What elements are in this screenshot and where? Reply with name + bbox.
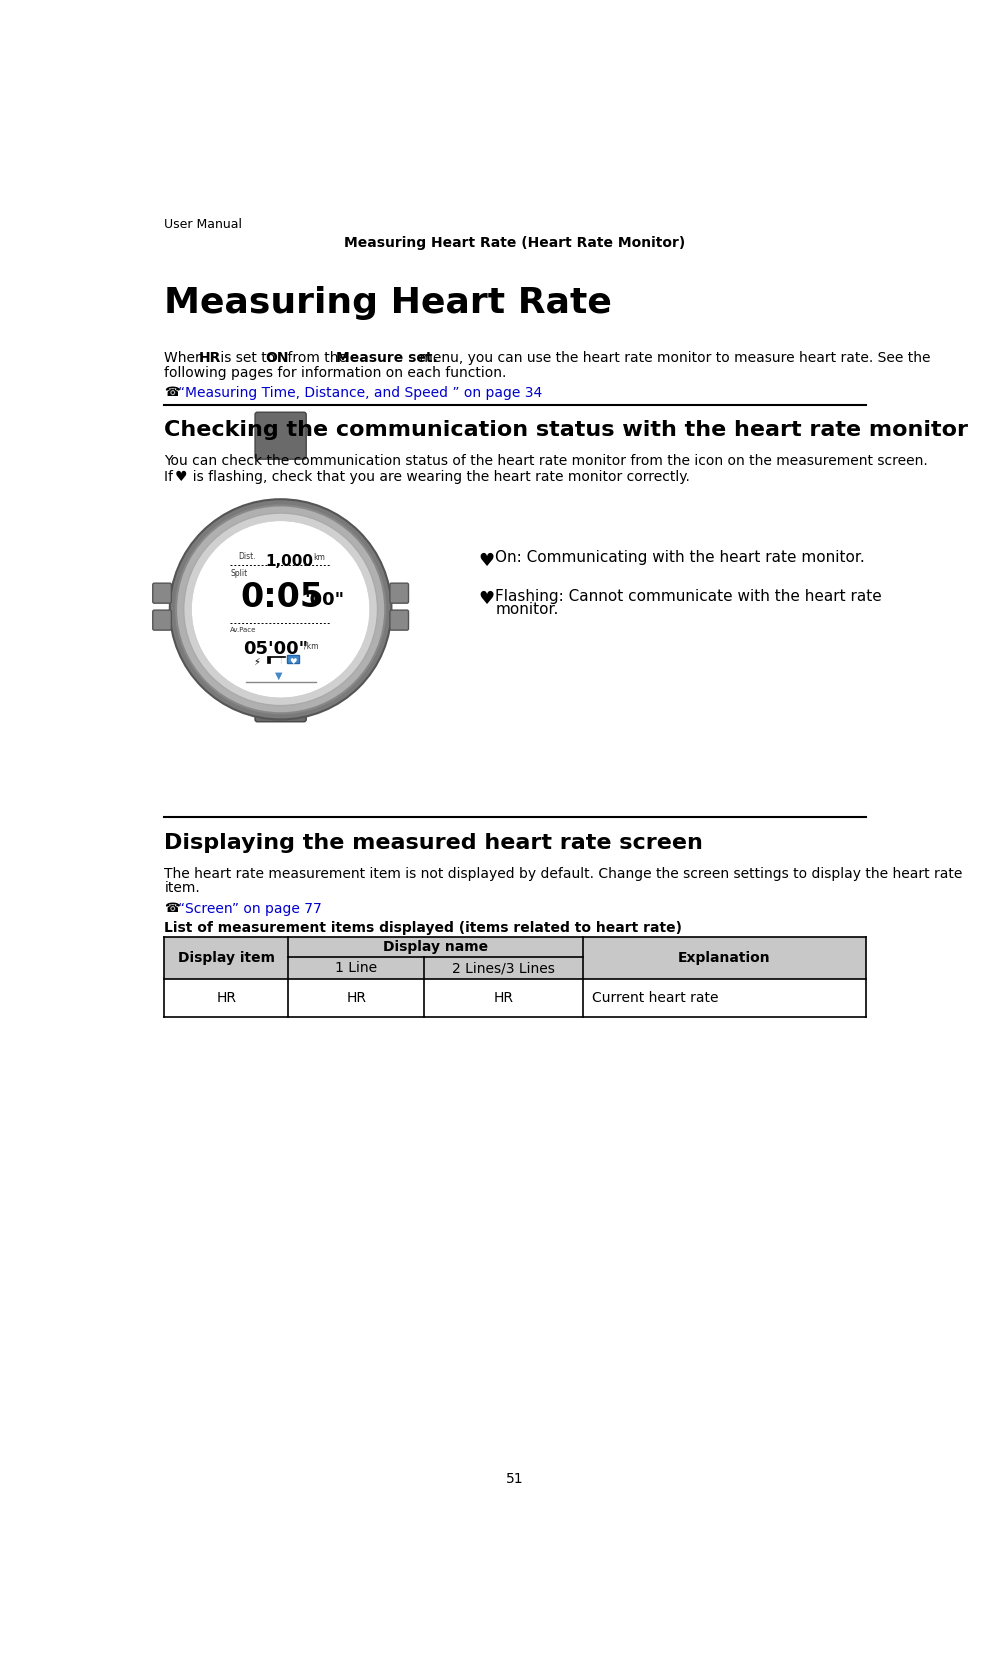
- Circle shape: [176, 505, 385, 713]
- Text: following pages for information on each function.: following pages for information on each …: [165, 366, 507, 381]
- Text: “Screen” on page 77: “Screen” on page 77: [178, 902, 322, 916]
- FancyBboxPatch shape: [286, 654, 299, 662]
- Text: Dist.: Dist.: [238, 552, 255, 560]
- Text: from the: from the: [283, 352, 352, 366]
- Bar: [165, 936, 865, 979]
- Text: ON: ON: [265, 352, 288, 366]
- Text: item.: item.: [165, 880, 200, 896]
- Text: List of measurement items displayed (items related to heart rate): List of measurement items displayed (ite…: [165, 921, 682, 936]
- Bar: [165, 936, 288, 979]
- Text: Measuring Heart Rate: Measuring Heart Rate: [165, 287, 612, 320]
- Text: '00": '00": [304, 590, 344, 609]
- FancyBboxPatch shape: [255, 674, 307, 721]
- Text: If: If: [165, 470, 178, 485]
- Text: is set to: is set to: [216, 352, 279, 366]
- Circle shape: [170, 500, 392, 719]
- FancyBboxPatch shape: [390, 610, 408, 631]
- FancyBboxPatch shape: [255, 413, 307, 459]
- Text: Checking the communication status with the heart rate monitor: Checking the communication status with t…: [165, 419, 969, 439]
- Text: Av.Pace: Av.Pace: [230, 627, 256, 632]
- Text: monitor.: monitor.: [495, 602, 559, 617]
- Text: Display name: Display name: [383, 941, 488, 954]
- Text: ⚡: ⚡: [253, 657, 260, 667]
- Text: HR: HR: [346, 991, 366, 1005]
- Text: HR: HR: [216, 991, 236, 1005]
- Text: Measuring Heart Rate (Heart Rate Monitor): Measuring Heart Rate (Heart Rate Monitor…: [344, 236, 685, 250]
- FancyBboxPatch shape: [266, 656, 285, 662]
- Text: 1,000: 1,000: [265, 553, 314, 569]
- Text: Explanation: Explanation: [678, 951, 771, 964]
- Text: 51: 51: [506, 1472, 524, 1486]
- Text: “Measuring Time, Distance, and Speed ” on page 34: “Measuring Time, Distance, and Speed ” o…: [178, 386, 543, 401]
- Text: HR: HR: [199, 352, 221, 366]
- Text: ☎: ☎: [165, 902, 180, 916]
- Text: 2 Lines/3 Lines: 2 Lines/3 Lines: [452, 961, 555, 974]
- Text: is flashing, check that you are wearing the heart rate monitor correctly.: is flashing, check that you are wearing …: [185, 470, 690, 485]
- Text: You can check the communication status of the heart rate monitor from the icon o: You can check the communication status o…: [165, 454, 929, 468]
- Text: /km: /km: [304, 642, 319, 651]
- Text: 05'00": 05'00": [243, 641, 309, 657]
- FancyBboxPatch shape: [390, 584, 408, 604]
- Text: User Manual: User Manual: [165, 218, 242, 231]
- Bar: [583, 936, 865, 979]
- Text: ███: ███: [269, 657, 287, 666]
- Text: ▼: ▼: [275, 671, 282, 681]
- Text: Measure set.: Measure set.: [337, 352, 438, 366]
- Bar: [165, 979, 865, 1018]
- FancyBboxPatch shape: [153, 610, 171, 631]
- Text: ♥: ♥: [478, 590, 494, 609]
- Text: 0:05: 0:05: [240, 582, 324, 614]
- Text: Split: Split: [230, 569, 247, 579]
- Text: Displaying the measured heart rate screen: Displaying the measured heart rate scree…: [165, 833, 704, 852]
- Text: ♥: ♥: [478, 552, 494, 570]
- Text: ☎: ☎: [165, 386, 180, 399]
- Text: When: When: [165, 352, 208, 366]
- Text: km: km: [314, 553, 325, 562]
- Text: The heart rate measurement item is not displayed by default. Change the screen s: The heart rate measurement item is not d…: [165, 867, 963, 882]
- FancyBboxPatch shape: [153, 584, 171, 604]
- Text: Flashing: Cannot communicate with the heart rate: Flashing: Cannot communicate with the he…: [495, 589, 882, 604]
- Text: HR: HR: [493, 991, 514, 1005]
- Text: Display item: Display item: [178, 951, 275, 964]
- Circle shape: [192, 522, 370, 698]
- Text: ♥: ♥: [175, 470, 187, 485]
- Text: menu, you can use the heart rate monitor to measure heart rate. See the: menu, you can use the heart rate monitor…: [415, 352, 931, 366]
- Circle shape: [184, 513, 378, 706]
- Text: ♥: ♥: [289, 657, 296, 666]
- Text: On: Communicating with the heart rate monitor.: On: Communicating with the heart rate mo…: [495, 550, 865, 565]
- Text: 1 Line: 1 Line: [335, 961, 377, 974]
- Text: Current heart rate: Current heart rate: [592, 991, 719, 1005]
